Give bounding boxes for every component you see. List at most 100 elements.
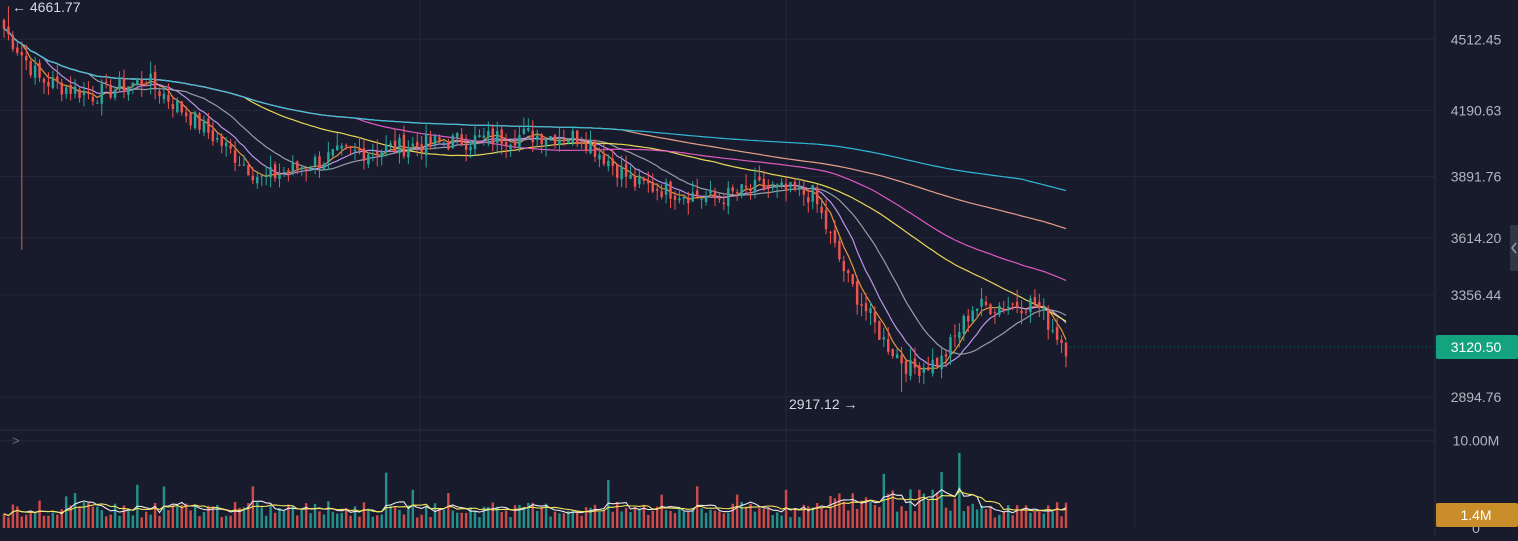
volume-bar (207, 505, 210, 528)
candle (313, 154, 317, 175)
volume-bar (802, 504, 806, 528)
candle (73, 79, 77, 99)
volume-bar (567, 510, 570, 528)
volume-bar (744, 506, 748, 528)
candle (389, 140, 392, 150)
volume-bar (584, 507, 588, 528)
candle (1029, 295, 1032, 323)
candle (895, 348, 899, 359)
volume-bar (1020, 510, 1023, 528)
volume-bar (344, 508, 348, 528)
volume-bar (882, 473, 886, 528)
volume-bar (464, 512, 468, 528)
volume-bar (109, 514, 112, 528)
candle (944, 350, 948, 368)
candle (687, 191, 690, 215)
volume-bar (393, 506, 397, 528)
candle (69, 76, 72, 101)
candle (975, 308, 979, 319)
candle (984, 296, 988, 307)
volume-bar (416, 517, 419, 528)
candle (100, 79, 103, 116)
volume-bar (278, 507, 281, 528)
candle (767, 179, 770, 198)
price-tick-label: 3614.20 (1451, 230, 1502, 246)
candle (629, 165, 632, 180)
candle (904, 360, 908, 383)
candle (11, 31, 15, 52)
candle (251, 167, 255, 185)
candle (611, 149, 614, 176)
volume-bar (211, 506, 215, 528)
candle (953, 324, 957, 348)
volume-bar (909, 489, 912, 528)
candle (33, 56, 37, 85)
volume-bar (238, 507, 241, 528)
price-tick-label: 3356.44 (1451, 287, 1502, 303)
volume-bar (380, 514, 383, 528)
candle (104, 74, 108, 89)
volume-bar (575, 512, 579, 528)
volume-bar (771, 515, 774, 528)
volume-bar (411, 489, 415, 528)
chevron-left-icon[interactable] (1510, 225, 1518, 271)
volume-tick-label: 10.00M (1453, 433, 1500, 449)
candle (820, 197, 823, 220)
volume-bar (669, 510, 672, 528)
volume-bar (615, 502, 619, 528)
candle (1051, 318, 1054, 334)
candle (958, 323, 961, 348)
candle (349, 145, 352, 155)
volume-bar (629, 512, 632, 528)
volume-bar (176, 505, 179, 528)
volume-bar (558, 513, 561, 528)
volume-bar (1033, 512, 1037, 528)
candle (624, 155, 628, 189)
volume-bar (851, 493, 854, 528)
volume-bar (433, 503, 437, 528)
volume-bar (984, 509, 988, 528)
candle (1055, 317, 1059, 345)
volume-bar (722, 513, 726, 528)
volume-bar (593, 504, 597, 528)
price-axis[interactable]: 4512.45 4190.63 3891.76 3614.20 3356.44 2894.… (1070, 31, 1502, 536)
candle (327, 141, 330, 170)
volume-bar (1064, 502, 1068, 528)
volume-bar (496, 506, 499, 528)
volume-bar (371, 516, 375, 528)
volume-bar (887, 493, 890, 528)
volume-bar (855, 508, 859, 528)
volume-bar (509, 517, 512, 528)
volume-bar (664, 510, 668, 528)
candle (598, 147, 601, 168)
price-tick-label: 4512.45 (1451, 31, 1502, 47)
volume-bar (113, 503, 117, 528)
volume-bar (691, 508, 694, 528)
candle (162, 85, 166, 104)
volume-bar (7, 517, 10, 528)
candle (927, 356, 930, 371)
volume-bar (860, 500, 863, 528)
volume-bar (549, 516, 552, 528)
candle (1020, 300, 1023, 325)
volume-bar (904, 510, 908, 528)
volume-bar (553, 511, 557, 528)
candle (38, 59, 41, 83)
chevron-right-icon[interactable]: > (12, 433, 20, 448)
volume-bar (100, 510, 103, 528)
candle (242, 155, 246, 167)
candle (300, 166, 303, 176)
candle (727, 181, 730, 215)
candle (322, 161, 326, 171)
candle (771, 181, 774, 193)
candle (96, 99, 99, 104)
price-tick-label: 2894.76 (1451, 389, 1502, 405)
candle (500, 124, 503, 155)
volume-bar (82, 502, 86, 528)
volume-bar (518, 504, 521, 528)
volume-bar (304, 503, 308, 528)
volume-bar (780, 515, 783, 528)
candle (473, 124, 477, 156)
